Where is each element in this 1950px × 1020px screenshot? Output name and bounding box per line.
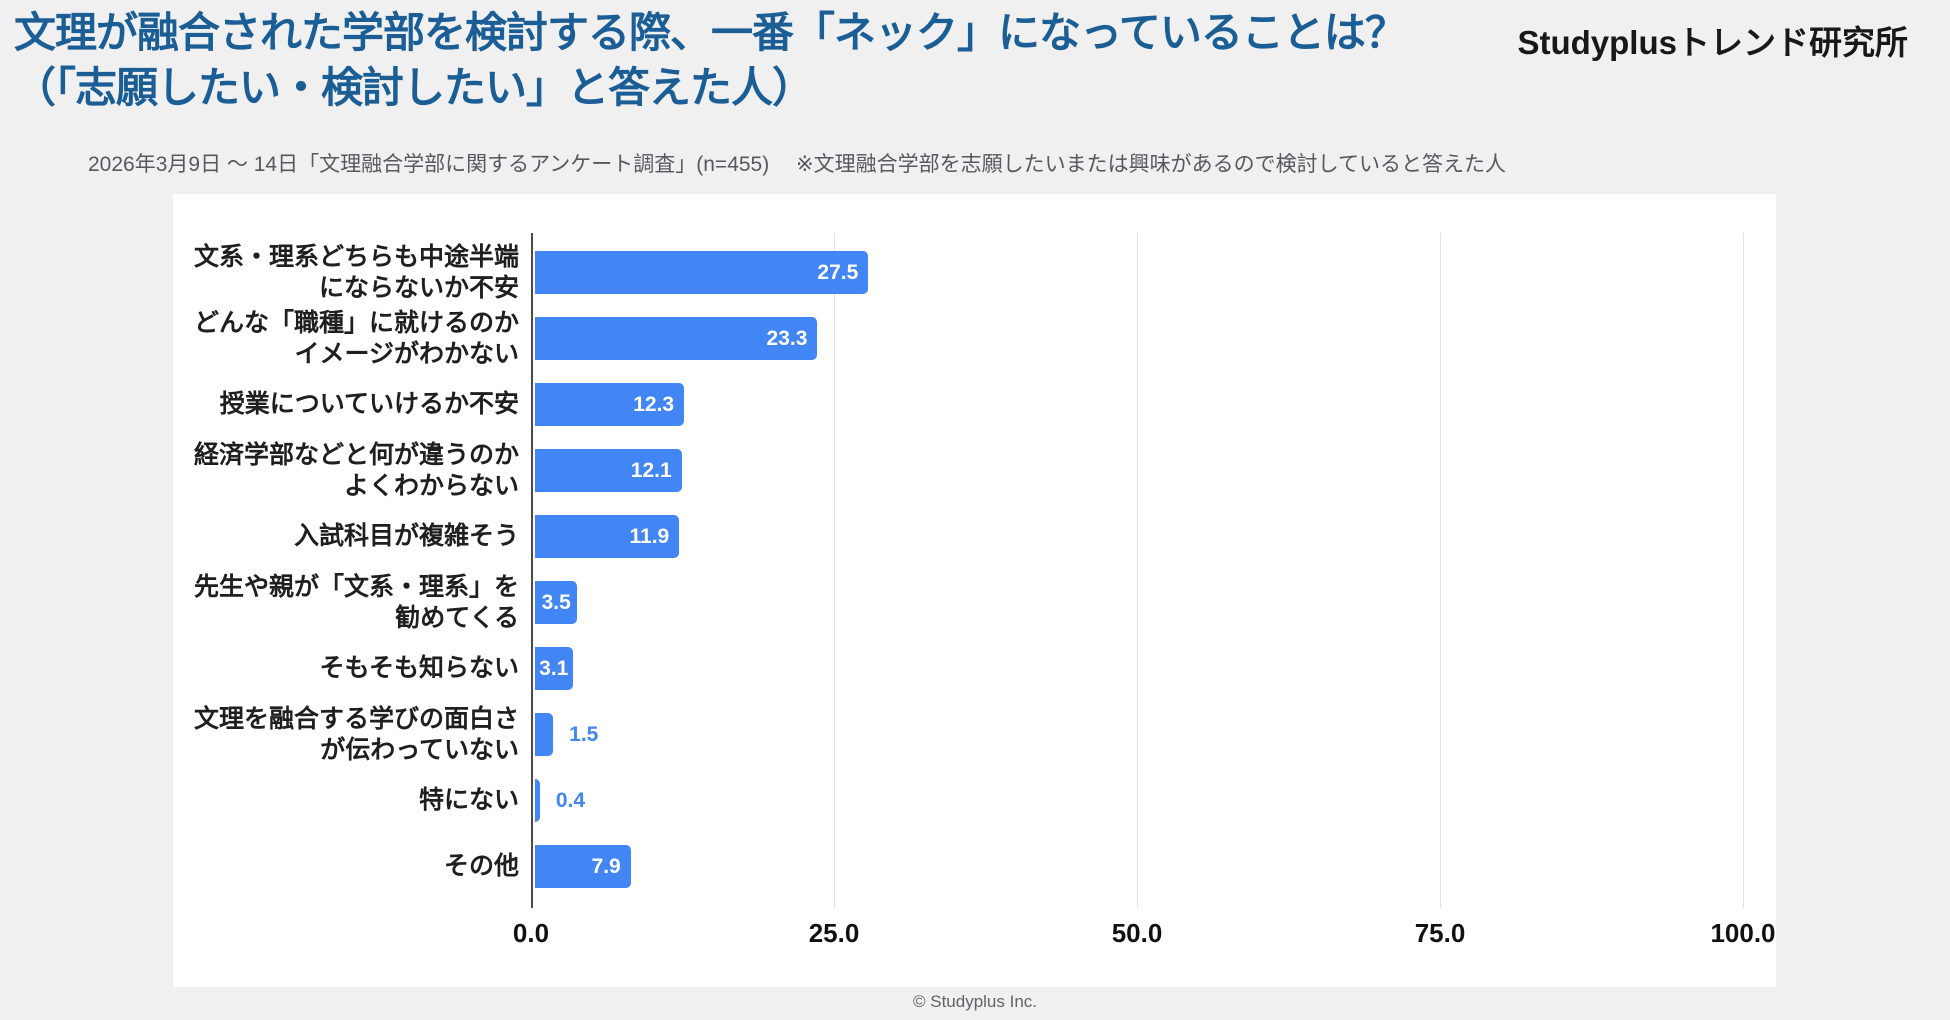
page-title-line2: （「志願したい・検討したい」と答えた人） xyxy=(14,63,814,111)
bar[interactable] xyxy=(535,779,540,822)
bar-area: 11.9 xyxy=(533,504,1776,570)
value-label: 1.5 xyxy=(569,723,599,746)
value-label: 3.1 xyxy=(539,657,569,680)
bar-row: 先生や親が「文系・理系」を 勧めてくる 3.5 xyxy=(173,570,1776,636)
category-label: 授業についていけるか不安 xyxy=(219,390,519,419)
bar-area: 3.5 xyxy=(533,570,1776,636)
bar[interactable]: 3.5 xyxy=(535,581,578,624)
category-label: 特にない xyxy=(418,786,519,815)
bar[interactable]: 3.1 xyxy=(535,647,573,690)
bar[interactable]: 12.1 xyxy=(535,449,682,492)
bar-area: 0.4 xyxy=(533,768,1776,834)
category-label: 文系・理系どちらも中途半端 にならないか不安 xyxy=(193,242,519,303)
bar-row: 文系・理系どちらも中途半端 にならないか不安 27.5 xyxy=(173,240,1776,306)
bar-row: 特にない 0.4 xyxy=(173,768,1776,834)
category-label: 経済学部などと何が違うのか よくわからない xyxy=(193,440,519,501)
category-label: その他 xyxy=(443,852,519,881)
gridline-50.0 xyxy=(1137,233,1138,908)
bar[interactable]: 12.3 xyxy=(535,383,685,426)
value-label: 7.9 xyxy=(591,855,621,878)
value-label: 0.4 xyxy=(555,789,586,812)
page-title: 文理が融合された学部を検討する際、一番「ネック」になっていることは？ （「志願し… xyxy=(14,6,1407,115)
bar-row: 授業についていけるか不安 12.3 xyxy=(173,372,1776,438)
bar-chart: 文系・理系どちらも中途半端 にならないか不安 27.5 どんな「職種」に就けるのか イメ… xyxy=(173,240,1776,900)
bar[interactable] xyxy=(535,713,554,756)
page-title-line1: 文理が融合された学部を検討する際、一番「ネック」になっていることは？ xyxy=(14,9,1407,56)
copyright-text: © Studyplus Inc. xyxy=(912,992,1038,1011)
bar-area: 12.3 xyxy=(533,372,1776,438)
bar[interactable]: 11.9 xyxy=(535,515,680,558)
category-label: 先生や親が「文系・理系」を 勧めてくる xyxy=(193,572,519,633)
chart-card: 文系・理系どちらも中途半端 にならないか不安 27.5 どんな「職種」に就けるのか イメ… xyxy=(173,194,1776,987)
bar[interactable]: 27.5 xyxy=(535,251,869,294)
studyplus-logo: Studyplusトレンド研究所 xyxy=(1517,24,1908,61)
category-label: 入試科目が複雑そう xyxy=(293,522,519,551)
bar-area: 23.3 xyxy=(533,306,1776,372)
bar-area: 27.5 xyxy=(533,240,1776,306)
gridline-25.0 xyxy=(834,233,835,908)
y-axis-line xyxy=(531,233,533,908)
x-tick-label: 50.0 xyxy=(1111,918,1163,948)
value-label: 27.5 xyxy=(817,261,859,284)
bar-area: 7.9 xyxy=(533,834,1776,900)
bar[interactable]: 7.9 xyxy=(535,845,631,888)
bar-area: 3.1 xyxy=(533,636,1776,702)
category-label: そもそも知らない xyxy=(319,654,519,683)
x-axis: 0.0 25.0 50.0 75.0 100.0 xyxy=(173,918,1776,958)
bar-area: 1.5 xyxy=(533,702,1776,768)
chart-grid-layer xyxy=(173,194,1776,987)
x-tick-label: 0.0 xyxy=(512,918,550,948)
bar-row: 経済学部などと何が違うのか よくわからない 12.1 xyxy=(173,438,1776,504)
value-label: 23.3 xyxy=(766,327,808,350)
category-label: 文理を融合する学びの面白さ が伝わっていない xyxy=(193,704,519,765)
bar-row: どんな「職種」に就けるのか イメージがわかない 23.3 xyxy=(173,306,1776,372)
bar-row: 文理を融合する学びの面白さ が伝わっていない 1.5 xyxy=(173,702,1776,768)
gridline-75.0 xyxy=(1440,233,1441,908)
x-tick-label: 75.0 xyxy=(1414,918,1466,948)
value-label: 3.5 xyxy=(541,591,571,614)
value-label: 12.1 xyxy=(630,459,672,482)
bar-row: そもそも知らない 3.1 xyxy=(173,636,1776,702)
value-label: 11.9 xyxy=(629,525,670,548)
category-label: どんな「職種」に就けるのか イメージがわかない xyxy=(193,308,519,369)
bar-row: 入試科目が複雑そう 11.9 xyxy=(173,504,1776,570)
bar-area: 12.1 xyxy=(533,438,1776,504)
bar-row: その他 7.9 xyxy=(173,834,1776,900)
survey-note: 2026年3月9日 ～ 14日「文理融合学部に関するアンケート調査」(n=455… xyxy=(88,153,1507,176)
value-label: 12.3 xyxy=(633,393,675,416)
bar[interactable]: 23.3 xyxy=(535,317,818,360)
gridline-100.0 xyxy=(1743,233,1744,908)
x-tick-label: 25.0 xyxy=(808,918,860,948)
x-tick-label: 100.0 xyxy=(1710,918,1776,948)
